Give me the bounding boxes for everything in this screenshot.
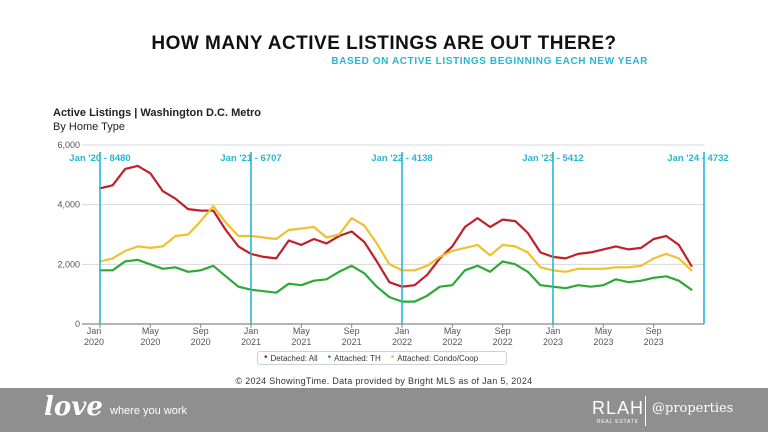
x-tick-label: Sep xyxy=(193,326,209,336)
x-tick-year-label: 2020 xyxy=(191,337,211,347)
data-credit: © 2024 ShowingTime. Data provided by Bri… xyxy=(235,376,533,386)
x-tick-year-label: 2022 xyxy=(442,337,462,347)
x-tick-label: Jan xyxy=(546,326,561,336)
legend-item-townhouse[interactable]: • Attached: TH xyxy=(327,352,381,363)
footer-divider xyxy=(645,396,646,426)
love-logo: love xyxy=(44,392,103,422)
legend-label-condo: Attached: Condo/Coop xyxy=(397,353,479,363)
page-subtitle: BASED ON ACTIVE LISTINGS BEGINNING EACH … xyxy=(331,56,648,67)
year-start-marker-label: Jan '23 - 5412 xyxy=(522,153,583,164)
footer-bar xyxy=(0,388,768,432)
x-tick-label: Jan xyxy=(244,326,259,336)
x-tick-year-label: 2022 xyxy=(392,337,412,347)
x-tick-label: Sep xyxy=(495,326,511,336)
x-tick-label: May xyxy=(595,326,613,336)
x-tick-year-label: 2023 xyxy=(593,337,613,347)
year-start-marker-label: Jan '20 - 8480 xyxy=(69,153,130,164)
x-tick-label: Sep xyxy=(646,326,662,336)
year-start-marker-label: Jan '22 - 4138 xyxy=(371,153,432,164)
series-line xyxy=(98,205,693,273)
properties-logo: @properties xyxy=(652,401,734,416)
y-tick-label: 6,000 xyxy=(57,140,80,150)
chart-subtitle: By Home Type xyxy=(53,121,125,133)
legend-swatch-townhouse: • xyxy=(327,352,332,363)
legend-label-townhouse: Attached: TH xyxy=(334,353,381,363)
x-tick-year-label: 2020 xyxy=(140,337,160,347)
legend-swatch-condo: • xyxy=(390,352,395,363)
year-start-marker-label: Jan '24 - 4732 xyxy=(667,153,728,164)
x-tick-year-label: 2020 xyxy=(84,337,104,347)
page-title: HOW MANY ACTIVE LISTINGS ARE OUT THERE? xyxy=(151,33,617,54)
footer-tagline: where you work xyxy=(110,405,188,417)
legend-label-detached: Detached: All xyxy=(270,353,318,363)
legend-item-condo[interactable]: • Attached: Condo/Coop xyxy=(390,352,479,363)
series-line xyxy=(98,164,693,288)
x-tick-label: May xyxy=(293,326,311,336)
year-start-marker-label: Jan '21 - 6707 xyxy=(220,153,281,164)
x-tick-label: Jan xyxy=(87,326,102,336)
x-tick-year-label: 2021 xyxy=(241,337,261,347)
x-tick-year-label: 2021 xyxy=(291,337,311,347)
x-tick-year-label: 2022 xyxy=(493,337,513,347)
y-tick-label: 4,000 xyxy=(57,200,80,210)
x-tick-label: May xyxy=(142,326,160,336)
legend-swatch-detached: • xyxy=(264,352,268,363)
x-tick-year-label: 2023 xyxy=(543,337,563,347)
x-tick-label: Sep xyxy=(344,326,360,336)
chart-legend: • Detached: All • Attached: TH • Attache… xyxy=(257,351,507,365)
rlah-logo: RLAH xyxy=(592,398,645,418)
x-tick-year-label: 2021 xyxy=(342,337,362,347)
x-tick-label: Jan xyxy=(395,326,410,336)
y-tick-label: 2,000 xyxy=(57,259,80,269)
x-tick-label: May xyxy=(444,326,462,336)
x-tick-year-label: 2023 xyxy=(644,337,664,347)
legend-item-detached[interactable]: • Detached: All xyxy=(264,352,318,363)
chart-title: Active Listings | Washington D.C. Metro xyxy=(53,107,262,119)
rlah-logo-subtext: REAL ESTATE xyxy=(597,419,639,425)
y-tick-label: 0 xyxy=(75,319,80,329)
series-line xyxy=(98,258,693,303)
